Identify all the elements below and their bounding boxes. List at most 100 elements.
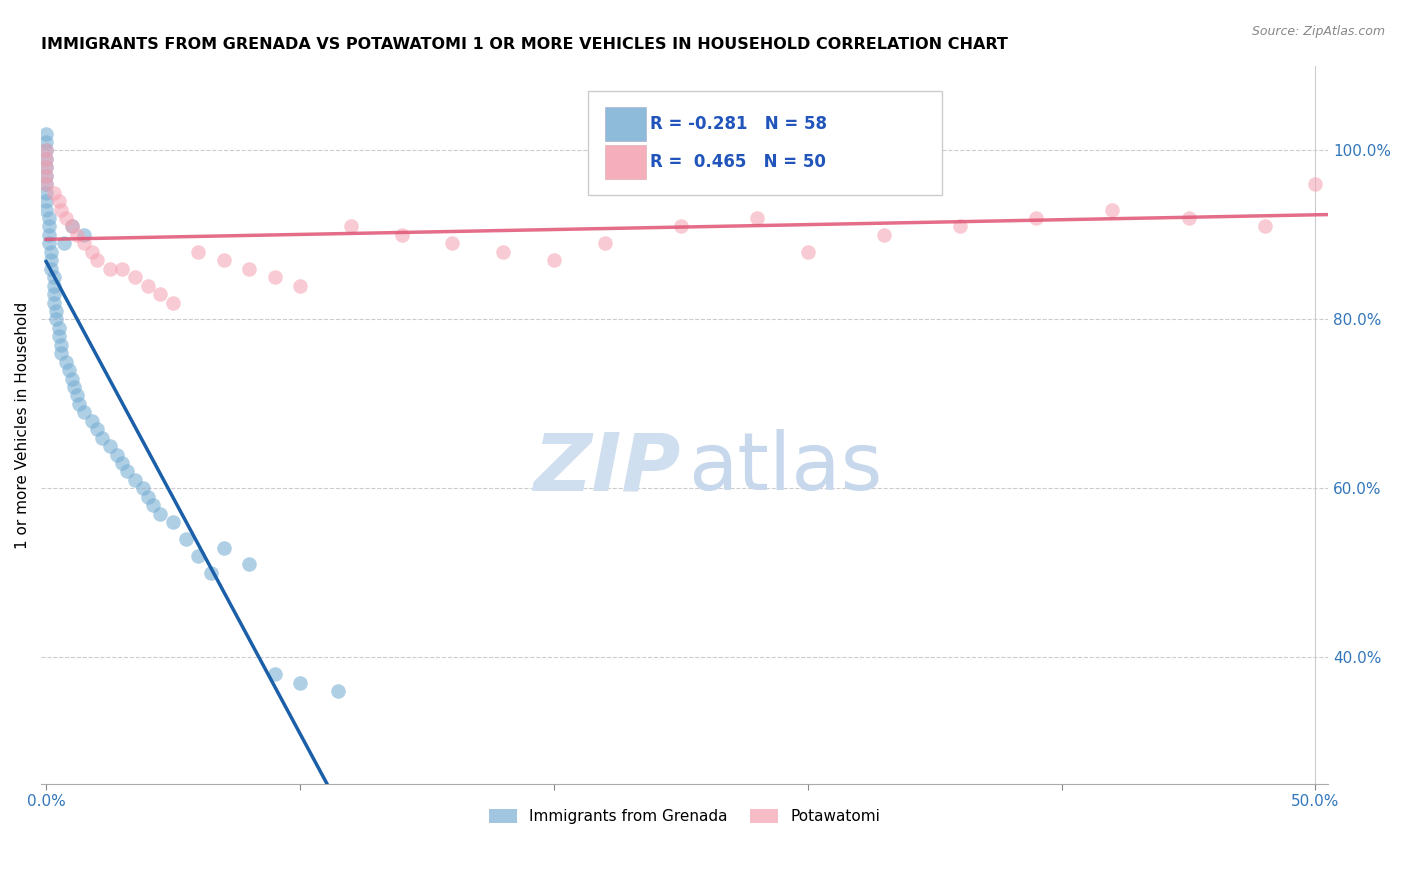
- Point: [492, 244, 515, 259]
- Point: [98, 261, 121, 276]
- Point: [51, 338, 73, 352]
- Point: [187, 244, 209, 259]
- Point: [35, 127, 58, 141]
- Point: [35, 152, 58, 166]
- Point: [45, 312, 67, 326]
- Point: [35, 194, 58, 208]
- Point: [949, 219, 972, 234]
- Point: [212, 253, 235, 268]
- Point: [45, 304, 67, 318]
- Point: [391, 227, 413, 242]
- Point: [48, 329, 70, 343]
- Point: [117, 465, 139, 479]
- Point: [58, 363, 80, 377]
- Point: [66, 227, 89, 242]
- Point: [51, 346, 73, 360]
- Point: [38, 211, 60, 225]
- Point: [111, 456, 134, 470]
- Point: [35, 152, 58, 166]
- Point: [593, 236, 616, 251]
- Point: [80, 244, 103, 259]
- Point: [212, 541, 235, 555]
- Point: [67, 397, 90, 411]
- Point: [35, 144, 58, 158]
- Point: [796, 244, 818, 259]
- Point: [149, 287, 172, 301]
- Point: [1101, 202, 1123, 217]
- Point: [42, 287, 65, 301]
- Text: IMMIGRANTS FROM GRENADA VS POTAWATOMI 1 OR MORE VEHICLES IN HOUSEHOLD CORRELATIO: IMMIGRANTS FROM GRENADA VS POTAWATOMI 1 …: [41, 37, 1008, 53]
- Point: [200, 566, 222, 580]
- Point: [86, 422, 108, 436]
- Point: [51, 202, 73, 217]
- Point: [39, 244, 62, 259]
- Point: [136, 278, 159, 293]
- Point: [35, 169, 58, 183]
- Point: [288, 278, 311, 293]
- Point: [111, 261, 134, 276]
- Point: [73, 227, 96, 242]
- Point: [55, 354, 77, 368]
- Point: [1025, 211, 1047, 225]
- Point: [35, 169, 58, 183]
- Point: [238, 261, 260, 276]
- FancyBboxPatch shape: [605, 107, 645, 141]
- Point: [38, 227, 60, 242]
- Point: [105, 448, 128, 462]
- FancyBboxPatch shape: [588, 91, 942, 195]
- Point: [98, 439, 121, 453]
- Point: [60, 371, 83, 385]
- Point: [142, 498, 165, 512]
- Point: [873, 227, 896, 242]
- Point: [238, 558, 260, 572]
- Point: [149, 507, 172, 521]
- Point: [1355, 186, 1378, 200]
- Point: [80, 414, 103, 428]
- Point: [288, 675, 311, 690]
- Point: [35, 161, 58, 175]
- Y-axis label: 1 or more Vehicles in Household: 1 or more Vehicles in Household: [15, 301, 30, 549]
- Point: [124, 473, 146, 487]
- Point: [263, 270, 285, 285]
- Point: [263, 667, 285, 681]
- Point: [42, 278, 65, 293]
- Point: [1177, 211, 1199, 225]
- Point: [73, 405, 96, 419]
- Point: [35, 178, 58, 192]
- Point: [55, 211, 77, 225]
- Point: [35, 144, 58, 158]
- Point: [38, 219, 60, 234]
- Point: [1305, 178, 1327, 192]
- Point: [35, 135, 58, 149]
- Text: ZIP: ZIP: [533, 429, 681, 508]
- Point: [326, 684, 349, 698]
- Point: [42, 186, 65, 200]
- Point: [39, 261, 62, 276]
- Point: [35, 178, 58, 192]
- Point: [91, 431, 114, 445]
- Point: [48, 321, 70, 335]
- FancyBboxPatch shape: [605, 145, 645, 179]
- Point: [745, 211, 768, 225]
- Point: [174, 532, 197, 546]
- Point: [52, 236, 75, 251]
- Point: [136, 490, 159, 504]
- Point: [35, 161, 58, 175]
- Point: [60, 219, 83, 234]
- Point: [669, 219, 692, 234]
- Legend: Immigrants from Grenada, Potawatomi: Immigrants from Grenada, Potawatomi: [484, 803, 886, 830]
- Point: [162, 295, 184, 310]
- Point: [35, 202, 58, 217]
- Point: [131, 482, 153, 496]
- Point: [543, 253, 565, 268]
- Point: [73, 236, 96, 251]
- Text: R =  0.465   N = 50: R = 0.465 N = 50: [650, 153, 825, 171]
- Text: Source: ZipAtlas.com: Source: ZipAtlas.com: [1251, 25, 1385, 38]
- Point: [48, 194, 70, 208]
- Point: [63, 380, 86, 394]
- Text: R = -0.281   N = 58: R = -0.281 N = 58: [650, 115, 827, 133]
- Point: [39, 253, 62, 268]
- Point: [42, 270, 65, 285]
- Point: [162, 515, 184, 529]
- Point: [38, 236, 60, 251]
